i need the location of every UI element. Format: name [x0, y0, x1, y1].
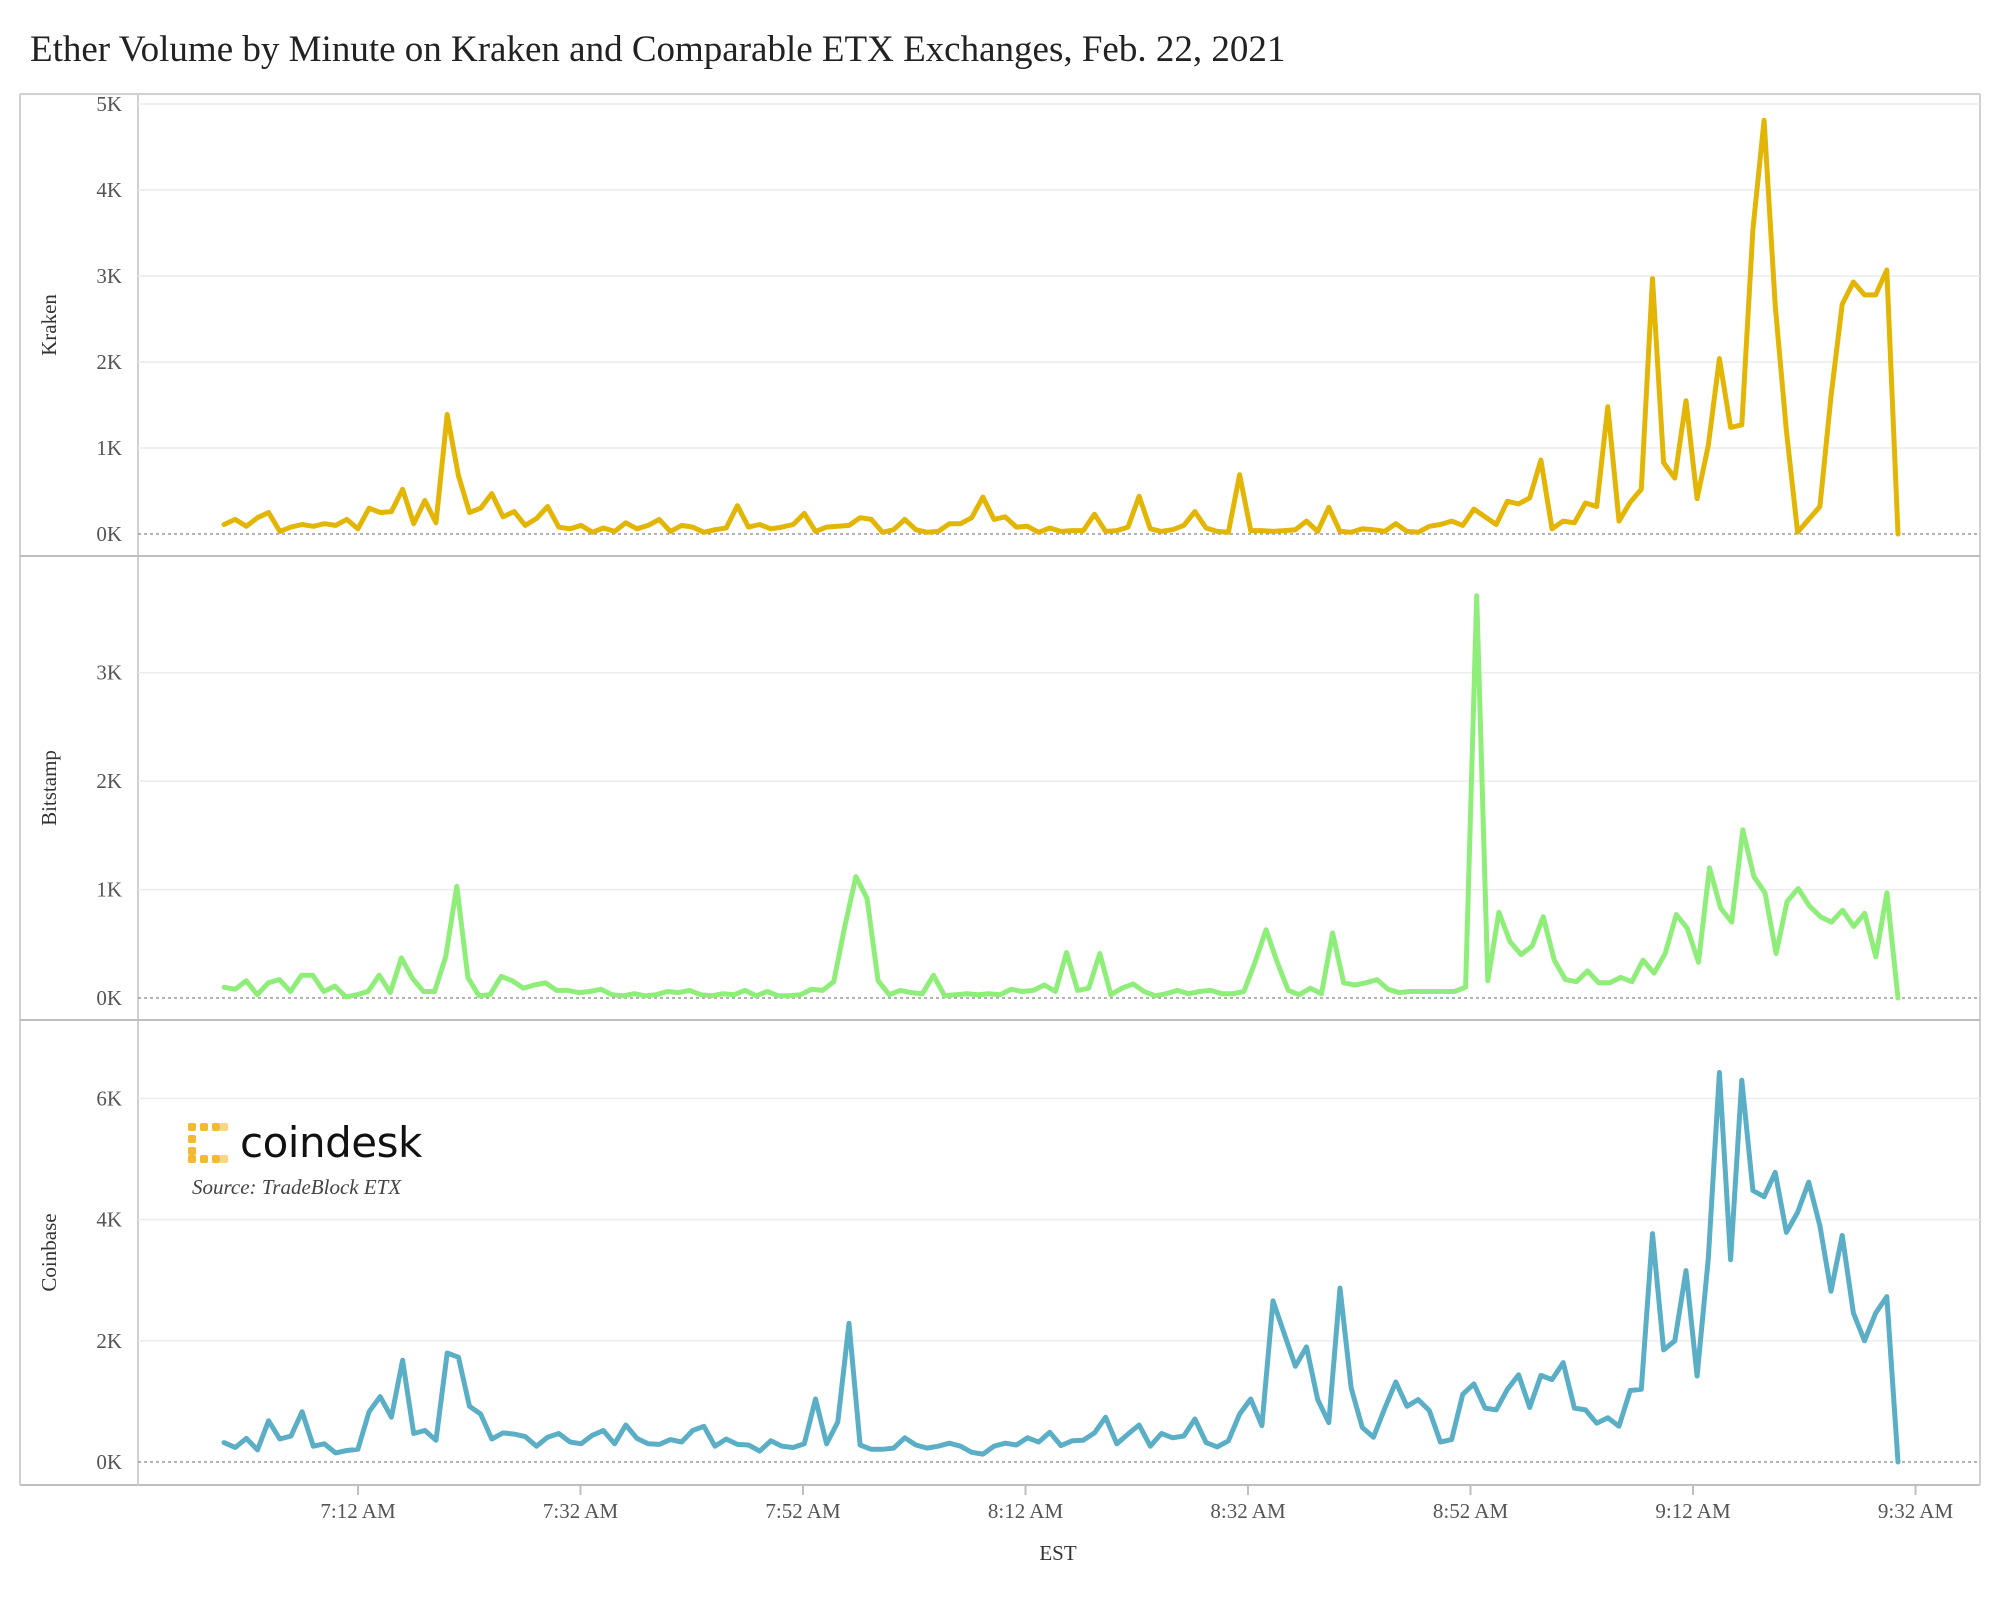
series-lines	[221, 117, 1901, 1465]
y-tick-label: 0K	[96, 986, 122, 1010]
y-axis-title: Coinbase	[37, 1213, 61, 1291]
y-axis-title: Bitstamp	[37, 750, 61, 826]
source-note: Source: TradeBlock ETX	[192, 1175, 402, 1199]
y-tick-label: 1K	[96, 436, 122, 460]
x-axis-title: EST	[1039, 1541, 1077, 1565]
y-tick-label: 6K	[96, 1087, 122, 1111]
y-axis-title: Kraken	[37, 294, 61, 356]
y-tick-label: 2K	[96, 769, 122, 793]
chart-title: Ether Volume by Minute on Kraken and Com…	[30, 29, 1286, 70]
gridlines	[138, 103, 1980, 1463]
x-tick-label: 8:12 AM	[988, 1499, 1064, 1523]
chart-frame	[19, 93, 1981, 1495]
x-tick-label: 7:12 AM	[320, 1499, 396, 1523]
series-line-bitstamp	[221, 593, 1901, 1001]
series-line-coinbase	[221, 1070, 1901, 1465]
y-tick-label: 3K	[96, 264, 122, 288]
y-tick-label: 4K	[96, 178, 122, 202]
coindesk-logo: coindesk	[186, 1118, 422, 1167]
x-tick-label: 9:12 AM	[1655, 1499, 1731, 1523]
axis-labels: 0K 1K 2K 3K 4K 5K Kraken 0K 1K 2K 3K Bitstamp 0K 2K 4K…	[37, 92, 1953, 1565]
y-tick-label: 3K	[96, 661, 122, 685]
y-tick-label: 5K	[96, 92, 122, 116]
coindesk-logo-icon	[188, 1122, 228, 1163]
series-line-kraken	[221, 117, 1901, 537]
y-tick-label: 2K	[96, 1329, 122, 1353]
y-tick-label: 0K	[96, 1450, 122, 1474]
x-tick-label: 7:32 AM	[543, 1499, 619, 1523]
y-tick-label: 4K	[96, 1208, 122, 1232]
x-tick-label: 9:32 AM	[1878, 1499, 1954, 1523]
coindesk-logo-text: coindesk	[240, 1118, 422, 1167]
x-tick-label: 8:52 AM	[1433, 1499, 1509, 1523]
y-tick-label: 1K	[96, 878, 122, 902]
x-tick-label: 7:52 AM	[765, 1499, 841, 1523]
y-tick-label: 0K	[96, 522, 122, 546]
y-tick-label: 2K	[96, 350, 122, 374]
x-tick-label: 8:32 AM	[1210, 1499, 1286, 1523]
